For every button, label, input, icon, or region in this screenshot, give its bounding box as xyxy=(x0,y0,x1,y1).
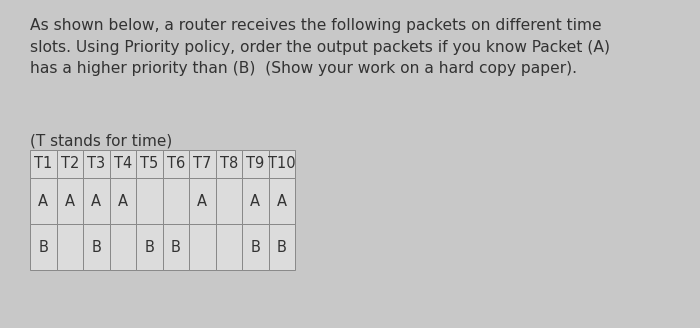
Text: B: B xyxy=(251,239,260,255)
Bar xyxy=(83,224,109,270)
Text: T5: T5 xyxy=(140,156,158,172)
Bar xyxy=(83,178,109,224)
Text: A: A xyxy=(91,194,101,209)
Bar xyxy=(57,178,83,224)
Bar xyxy=(242,150,269,178)
Text: As shown below, a router receives the following packets on different time
slots.: As shown below, a router receives the fo… xyxy=(30,18,610,76)
Text: B: B xyxy=(171,239,181,255)
Text: A: A xyxy=(64,194,75,209)
Bar xyxy=(109,224,136,270)
Text: A: A xyxy=(38,194,48,209)
Bar xyxy=(57,150,83,178)
Text: T6: T6 xyxy=(167,156,185,172)
Bar xyxy=(136,178,162,224)
Bar xyxy=(162,150,189,178)
Bar xyxy=(269,224,295,270)
Bar xyxy=(83,150,109,178)
Bar xyxy=(109,178,136,224)
Text: T7: T7 xyxy=(193,156,211,172)
Bar xyxy=(242,178,269,224)
Bar xyxy=(109,150,136,178)
Text: A: A xyxy=(197,194,207,209)
Text: B: B xyxy=(38,239,48,255)
Bar xyxy=(216,224,242,270)
Text: T10: T10 xyxy=(268,156,295,172)
Bar xyxy=(269,150,295,178)
Bar xyxy=(30,224,57,270)
Bar xyxy=(216,178,242,224)
Bar xyxy=(136,224,162,270)
Text: A: A xyxy=(118,194,127,209)
Bar xyxy=(30,178,57,224)
Text: A: A xyxy=(276,194,287,209)
Text: T2: T2 xyxy=(61,156,79,172)
Bar xyxy=(216,150,242,178)
Text: T1: T1 xyxy=(34,156,52,172)
Bar xyxy=(189,178,216,224)
Bar xyxy=(189,224,216,270)
Bar xyxy=(162,224,189,270)
Text: B: B xyxy=(144,239,154,255)
Bar xyxy=(269,178,295,224)
Bar xyxy=(242,224,269,270)
Text: A: A xyxy=(251,194,260,209)
Text: B: B xyxy=(91,239,101,255)
Text: T8: T8 xyxy=(220,156,238,172)
Text: T3: T3 xyxy=(88,156,105,172)
Bar xyxy=(57,224,83,270)
Text: T9: T9 xyxy=(246,156,265,172)
Bar xyxy=(162,178,189,224)
Bar xyxy=(189,150,216,178)
Text: T4: T4 xyxy=(113,156,132,172)
Bar xyxy=(136,150,162,178)
Bar xyxy=(30,150,57,178)
Text: (T stands for time): (T stands for time) xyxy=(30,133,172,148)
Text: B: B xyxy=(276,239,287,255)
